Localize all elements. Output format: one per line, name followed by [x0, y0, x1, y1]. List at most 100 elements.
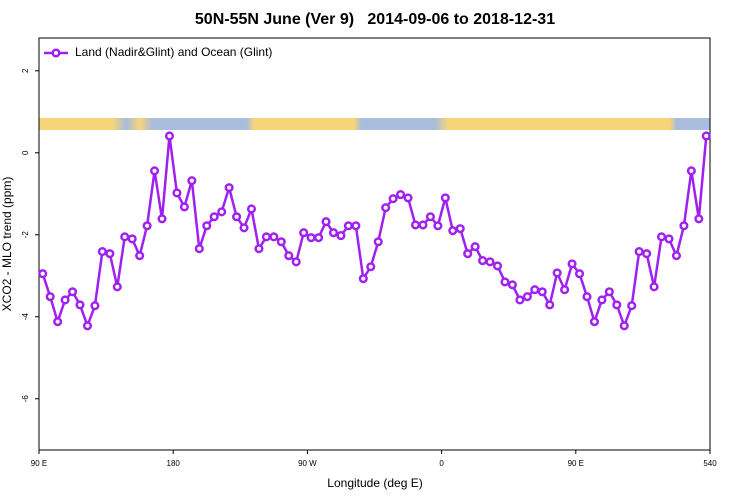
- data-point: [120, 232, 130, 242]
- y-tick-label: -2: [21, 231, 30, 239]
- data-point: [209, 212, 219, 222]
- data-point: [276, 237, 286, 247]
- data-point: [440, 193, 450, 203]
- data-point: [492, 261, 503, 271]
- data-point: [433, 221, 443, 231]
- data-point: [321, 217, 331, 227]
- data-point: [545, 300, 555, 310]
- data-point: [463, 249, 473, 259]
- data-point: [142, 221, 152, 231]
- y-tick-label: 0: [21, 150, 30, 155]
- x-tick-label: 90 E: [568, 459, 584, 468]
- data-point: [396, 190, 406, 200]
- data-point: [604, 287, 614, 297]
- data-point: [537, 287, 547, 297]
- data-point: [574, 269, 585, 279]
- data-point: [90, 301, 100, 311]
- data-point: [656, 232, 667, 242]
- land-ocean-band: [39, 118, 710, 130]
- data-point: [246, 204, 257, 214]
- data-point: [597, 295, 607, 305]
- data-point: [627, 301, 637, 311]
- data-point: [291, 257, 301, 267]
- data-point: [478, 256, 488, 266]
- data-point: [500, 277, 510, 287]
- y-tick-label: -4: [21, 313, 30, 321]
- data-point: [679, 221, 689, 231]
- data-point: [254, 244, 264, 254]
- data-point: [425, 212, 435, 222]
- data-point: [261, 232, 271, 242]
- data-point: [351, 221, 361, 231]
- data-point: [135, 251, 145, 261]
- data-point: [217, 207, 227, 217]
- data-point: [686, 166, 696, 176]
- y-tick-label: 2: [21, 68, 30, 73]
- data-point: [314, 233, 324, 243]
- data-point: [179, 202, 189, 212]
- data-point: [694, 214, 704, 224]
- data-point: [194, 244, 204, 254]
- y-tick-label: -6: [21, 395, 30, 403]
- x-tick-label: 540: [703, 459, 717, 468]
- data-point: [343, 221, 353, 231]
- data-point: [239, 223, 249, 233]
- data-point: [642, 249, 652, 259]
- data-point: [373, 237, 383, 247]
- x-tick-label: 0: [439, 459, 444, 468]
- data-point: [53, 317, 63, 327]
- data-point: [75, 300, 85, 310]
- data-point: [336, 231, 346, 241]
- y-axis-label: XCO2 - MLO trend (ppm): [0, 177, 14, 312]
- data-point: [202, 221, 212, 231]
- data-point: [515, 295, 525, 305]
- data-point: [381, 203, 391, 213]
- data-point: [530, 285, 540, 295]
- data-point: [328, 228, 339, 238]
- data-point: [701, 131, 711, 141]
- data-point: [485, 257, 495, 267]
- legend-marker: [51, 48, 61, 58]
- data-point: [127, 234, 137, 244]
- data-point: [634, 247, 644, 257]
- data-point: [187, 176, 197, 186]
- data-point: [105, 249, 115, 259]
- x-tick-label: 90 W: [298, 459, 317, 468]
- data-point: [671, 251, 682, 261]
- data-point: [306, 233, 316, 243]
- data-point: [619, 321, 629, 331]
- x-tick-label: 90 E: [31, 459, 47, 468]
- data-point: [38, 269, 48, 279]
- data-point: [612, 300, 622, 310]
- data-point: [68, 287, 78, 297]
- series-line: [41, 135, 708, 330]
- data-point: [455, 224, 465, 234]
- data-point: [224, 183, 234, 193]
- data-point: [522, 292, 532, 302]
- data-point: [232, 212, 242, 222]
- data-point: [172, 188, 182, 198]
- data-point: [82, 321, 93, 331]
- data-point: [560, 285, 570, 295]
- data-point: [157, 214, 167, 224]
- data-point: [299, 228, 309, 238]
- data-point: [448, 226, 458, 236]
- legend-label: Land (Nadir&Glint) and Ocean (Glint): [75, 45, 272, 59]
- plot-frame: [38, 37, 711, 451]
- data-point: [284, 251, 294, 261]
- chart-title: 50N-55N June (Ver 9) 2014-09-06 to 2018-…: [195, 11, 555, 28]
- data-point: [567, 259, 577, 269]
- data-point: [552, 268, 562, 278]
- data-point: [649, 282, 659, 292]
- data-point: [418, 220, 428, 230]
- data-point: [97, 247, 107, 257]
- data-point: [112, 282, 122, 292]
- data-point: [269, 232, 279, 242]
- data-point: [589, 317, 599, 327]
- data-point: [664, 234, 674, 244]
- data-point: [358, 274, 368, 284]
- data-point: [582, 292, 592, 302]
- data-point: [403, 193, 413, 203]
- data-point: [150, 166, 160, 176]
- data-point: [410, 220, 421, 230]
